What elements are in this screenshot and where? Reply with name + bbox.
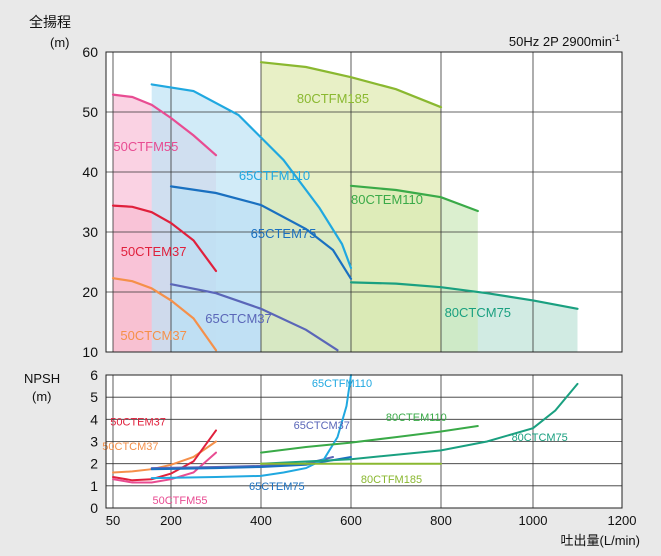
head-plot-border [105,51,623,353]
head-curve-50ctcm37 [111,277,218,352]
x-tick-label: 200 [160,513,182,528]
npsh-curve-65ctem75 [150,456,352,471]
head-y-tick-label: 60 [82,44,98,60]
head-curve-65ctcm37 [169,283,339,352]
head-curve-50ctem37 [111,204,218,273]
npsh-y-tick-label: 3 [90,434,98,450]
head-ylabel-unit: (m) [50,35,70,50]
head-curve-80ctem110 [349,184,479,213]
npsh-y-tick-label: 2 [90,456,98,472]
head-region-labels: 50CTCM37 50CTEM37 50CTFM55 65CTCM37 65CTEM75… [113,91,511,343]
npsh-curve-80ctem110 [260,425,479,454]
npsh-series-labels: 50CTCM37 50CTEM37 50CTFM55 65CTCM37 65CTEM75… [102,378,568,507]
npsh-grid [106,375,622,508]
region-label-80ctfm185: 80CTFM185 [297,91,369,106]
x-tick-labels: 50 200 400 600 800 1000 1200 [106,513,637,528]
x-tick-label: 400 [250,513,272,528]
npsh-label-80ctfm185: 80CTFM185 [361,474,422,486]
npsh-label-50ctfm55: 50CTFM55 [152,495,207,507]
npsh-y-tick-label: 0 [90,500,98,516]
npsh-y-tick-label: 1 [90,478,98,494]
head-y-tick-label: 30 [82,224,98,240]
npsh-y-tick-label: 6 [90,367,98,383]
npsh-curves [112,374,579,484]
npsh-ylabel: NPSH [24,371,60,386]
region-label-65ctem75: 65CTEM75 [251,226,317,241]
npsh-y-tick-labels: 0 1 2 3 4 5 6 [90,367,98,516]
head-panel: 50CTCM37 50CTEM37 50CTFM55 65CTCM37 65CTEM75… [29,14,623,360]
x-axis-label: 吐出量(L/min) [561,533,640,548]
npsh-label-80ctcm75: 80CTCM75 [512,432,568,444]
x-tick-label: 1200 [608,513,637,528]
head-y-tick-label: 50 [82,104,98,120]
npsh-label-65ctfm110: 65CTFM110 [312,378,372,390]
npsh-panel: 50CTCM37 50CTEM37 50CTFM55 65CTCM37 65CTEM75… [24,367,623,516]
region-label-50ctcm37: 50CTCM37 [120,328,186,343]
head-curve-50ctfm55 [111,93,218,157]
region-label-65ctcm37: 65CTCM37 [205,311,271,326]
x-tick-label: 800 [430,513,452,528]
head-y-tick-label: 10 [82,344,98,360]
npsh-y-tick-label: 4 [90,411,98,427]
region-label-65ctfm110: 65CTFM110 [239,168,310,183]
npsh-label-50ctcm37: 50CTCM37 [102,441,158,453]
condition-label: 50Hz 2P 2900min-1 [509,33,620,49]
npsh-label-80ctem110: 80CTEM110 [386,412,447,424]
region-label-80ctem110: 80CTEM110 [351,192,423,207]
npsh-y-tick-label: 5 [90,389,98,405]
npsh-curve-65ctfm110 [150,374,352,480]
x-tick-label: 50 [106,513,120,528]
npsh-label-50ctem37: 50CTEM37 [110,417,166,429]
head-curve-80ctfm185 [259,61,443,109]
region-label-80ctcm75: 80CTCM75 [445,305,511,320]
npsh-curve-80ctcm75 [260,382,579,465]
head-grid [106,52,622,352]
head-ylabel: 全揚程 [29,14,71,30]
head-y-tick-label: 40 [82,164,98,180]
head-curve-80ctcm75 [349,281,579,310]
x-tick-label: 600 [340,513,362,528]
x-tick-label: 1000 [519,513,548,528]
npsh-curve-50ctem37 [112,429,217,482]
npsh-label-65ctcm37: 65CTCM37 [294,420,350,432]
npsh-ylabel-unit: (m) [32,389,52,404]
npsh-plot-border [105,374,623,509]
head-curve-65ctfm110 [150,83,353,270]
head-curve-65ctem75 [169,185,353,280]
npsh-label-65ctem75: 65CTEM75 [249,481,305,493]
head-y-tick-labels: 10 20 30 40 50 60 [82,44,98,360]
head-y-tick-label: 20 [82,284,98,300]
head-curves [111,61,579,352]
region-label-50ctem37: 50CTEM37 [121,244,187,259]
region-label-50ctfm55: 50CTFM55 [113,139,178,154]
